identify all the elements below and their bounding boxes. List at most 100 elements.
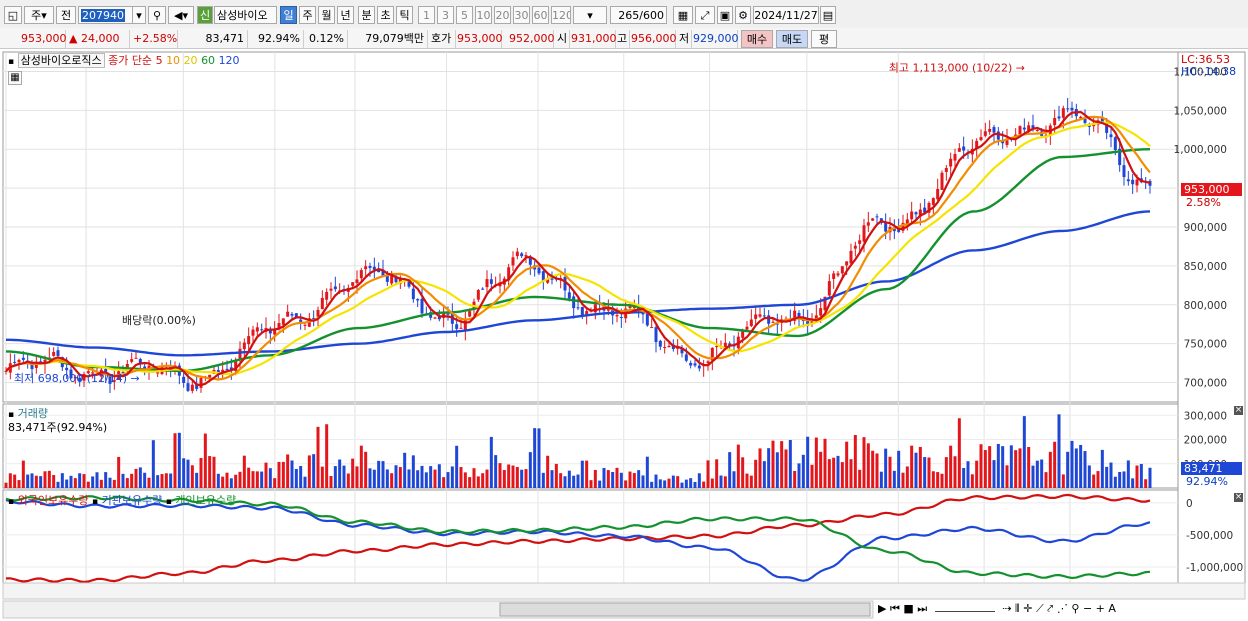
line-tool-icon[interactable]: ⟋ <box>1035 602 1044 615</box>
sell-button[interactable]: 매도 <box>776 30 808 48</box>
candle-body <box>199 378 203 388</box>
bars-icon[interactable]: ⦀ <box>1014 602 1020 615</box>
volume-bar <box>732 471 736 488</box>
settings-small-icon[interactable]: ▪ <box>91 497 99 507</box>
speaker-icon[interactable]: ◀▾ <box>168 6 194 24</box>
volume-bar <box>580 460 584 488</box>
candle-body <box>325 291 329 300</box>
candle-body <box>1122 165 1126 178</box>
minus-icon[interactable]: − <box>1082 602 1093 615</box>
trend-icon[interactable]: ⤤ <box>1047 602 1054 615</box>
candle-body <box>654 327 658 343</box>
period-month-tab[interactable]: 월 <box>318 6 335 24</box>
count-3[interactable]: 3 <box>437 6 454 24</box>
zoom-slider[interactable] <box>934 611 995 612</box>
volume-bar <box>320 466 324 488</box>
institution-holding-line <box>5 499 1151 582</box>
count-60[interactable]: 60 <box>532 6 549 24</box>
volume-bar <box>307 455 311 488</box>
settings-small-icon[interactable]: ▪ <box>8 410 15 420</box>
pattern-icon[interactable]: ⋰ <box>1056 602 1068 615</box>
period-second-tab[interactable]: 초 <box>377 6 394 24</box>
count-30[interactable]: 30 <box>513 6 530 24</box>
drawing-tool-icon[interactable]: ⤢ <box>695 6 715 24</box>
volume-bar <box>56 481 60 488</box>
candle-body <box>130 359 134 362</box>
volume-bar <box>424 472 428 488</box>
scrollbar-thumb[interactable] <box>499 602 871 617</box>
period-minute-tab[interactable]: 분 <box>358 6 375 24</box>
custom-count-select[interactable]: ▾ <box>573 6 607 24</box>
count-5[interactable]: 5 <box>456 6 473 24</box>
settings-small-icon[interactable]: ▪ <box>8 57 15 67</box>
settings-small-icon[interactable]: ▪ <box>165 497 172 507</box>
volume-bar <box>502 470 506 488</box>
volume-bar <box>793 471 797 488</box>
candle-body <box>918 209 922 217</box>
buy-button[interactable]: 매수 <box>741 30 773 48</box>
volume-bar <box>494 455 498 488</box>
volume-bar <box>260 471 264 488</box>
type-select[interactable]: 주▾ <box>24 6 54 24</box>
calendar-icon[interactable]: ▤ <box>820 6 836 24</box>
settings-small-icon[interactable]: ▪ <box>8 497 15 507</box>
font-icon[interactable]: A <box>1108 602 1116 615</box>
rewind-icon[interactable]: ⏮ <box>889 602 900 615</box>
volume-bar <box>931 471 935 488</box>
crosshair-icon[interactable]: ✛ <box>1023 602 1033 615</box>
volume-bar <box>849 459 853 488</box>
volume-bar <box>1079 444 1083 488</box>
arrow-right-icon[interactable]: ⇢ <box>1002 602 1012 615</box>
code-dropdown-icon[interactable]: ▾ <box>132 6 146 24</box>
volume-close-icon[interactable]: × <box>1234 405 1243 415</box>
forward-icon[interactable]: ⏭ <box>917 602 928 615</box>
volume-bar <box>585 460 589 488</box>
candle-body <box>806 319 810 326</box>
eval-button[interactable]: 평 <box>811 30 837 48</box>
volume-bar <box>416 470 420 488</box>
window-menu-icon[interactable]: ◱ <box>4 6 22 24</box>
high-price: 956,000 <box>628 30 677 48</box>
volume-bar <box>537 428 541 488</box>
volume-bar <box>1144 479 1148 488</box>
grid-table-icon[interactable]: ▦ <box>8 71 22 85</box>
prev-button[interactable]: 전 <box>56 6 76 24</box>
period-week-tab[interactable]: 주 <box>299 6 316 24</box>
holder-close-icon[interactable]: × <box>1234 492 1243 502</box>
candle-body <box>91 372 95 374</box>
count-1[interactable]: 1 <box>418 6 435 24</box>
code-input[interactable]: 207940 <box>78 6 146 24</box>
period-day-tab[interactable]: 일 <box>280 6 297 24</box>
plus-icon[interactable]: + <box>1095 602 1105 615</box>
volume-bar <box>286 454 290 488</box>
candle-body <box>468 311 472 317</box>
volume-bar <box>190 465 194 488</box>
count-20[interactable]: 20 <box>494 6 511 24</box>
candle-body <box>394 276 398 283</box>
zoom-icon[interactable]: ⚲ <box>1071 602 1080 615</box>
open-price: 931,000 <box>568 30 617 48</box>
period-year-tab[interactable]: 년 <box>337 6 354 24</box>
count-10[interactable]: 10 <box>475 6 492 24</box>
save-icon[interactable]: ▣ <box>717 6 733 24</box>
play-icon[interactable]: ▶ <box>878 602 887 615</box>
date-input[interactable]: 2024/11/27 <box>753 6 819 24</box>
volume-bar <box>923 457 927 488</box>
period-tick-tab[interactable]: 틱 <box>396 6 413 24</box>
chart-area[interactable]: 최고 1,113,000 (10/22) → 최저 698,000 (12/14)… <box>0 49 1248 621</box>
settings-gear-icon[interactable]: ⚙ <box>735 6 751 24</box>
price-axis-label: 750,000 <box>1184 339 1227 351</box>
search-icon[interactable]: ⚲ <box>148 6 166 24</box>
current-pct-tag: 2.58% <box>1186 196 1221 209</box>
volume-bar <box>827 459 831 488</box>
range-input[interactable]: 265/600 <box>610 6 667 24</box>
candle-body <box>1126 179 1130 182</box>
candle-body <box>1031 125 1035 129</box>
price-axis-label: 1,100,000 <box>1174 66 1227 78</box>
volume-bar <box>130 473 134 488</box>
indicator-icon[interactable]: ▦ <box>673 6 693 24</box>
stock-name-field[interactable]: 삼성바이오 <box>214 6 277 24</box>
stop-icon[interactable]: ■ <box>903 602 914 615</box>
volume-bar <box>589 480 593 488</box>
count-120[interactable]: 120 <box>551 6 571 24</box>
